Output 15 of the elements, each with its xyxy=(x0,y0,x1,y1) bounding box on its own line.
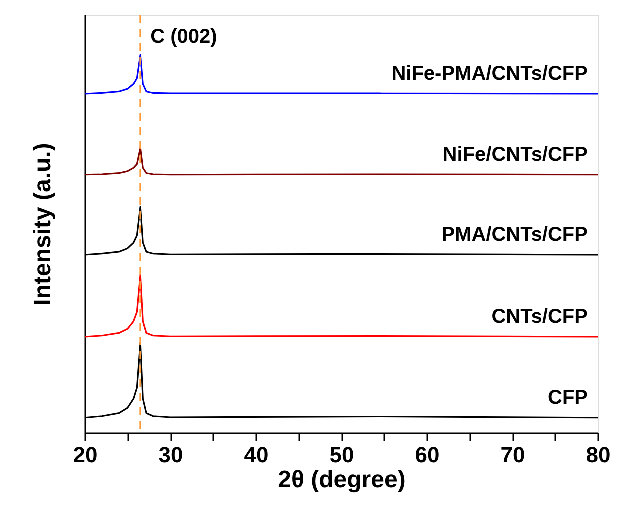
series-label: CNTs/CFP xyxy=(492,306,588,328)
x-tick-label: 80 xyxy=(586,442,611,468)
series-label: NiFe-PMA/CNTs/CFP xyxy=(392,62,588,85)
y-axis-title: Intensity (a.u.) xyxy=(30,143,56,306)
x-tick-label: 70 xyxy=(500,442,526,468)
x-axis-title: 2θ (degree) xyxy=(278,466,406,494)
x-tick-label: 20 xyxy=(73,442,98,468)
ref-line-label: C (002) xyxy=(150,26,218,48)
series-label: PMA/CNTs/CFP xyxy=(442,224,588,246)
series-label: CFP xyxy=(548,386,588,409)
x-tick-label: 30 xyxy=(158,442,184,468)
series-label: NiFe/CNTs/CFP xyxy=(442,144,588,166)
x-tick-label: 50 xyxy=(330,442,354,468)
x-tick-label: 40 xyxy=(244,442,269,468)
x-tick-label: 60 xyxy=(415,442,440,468)
